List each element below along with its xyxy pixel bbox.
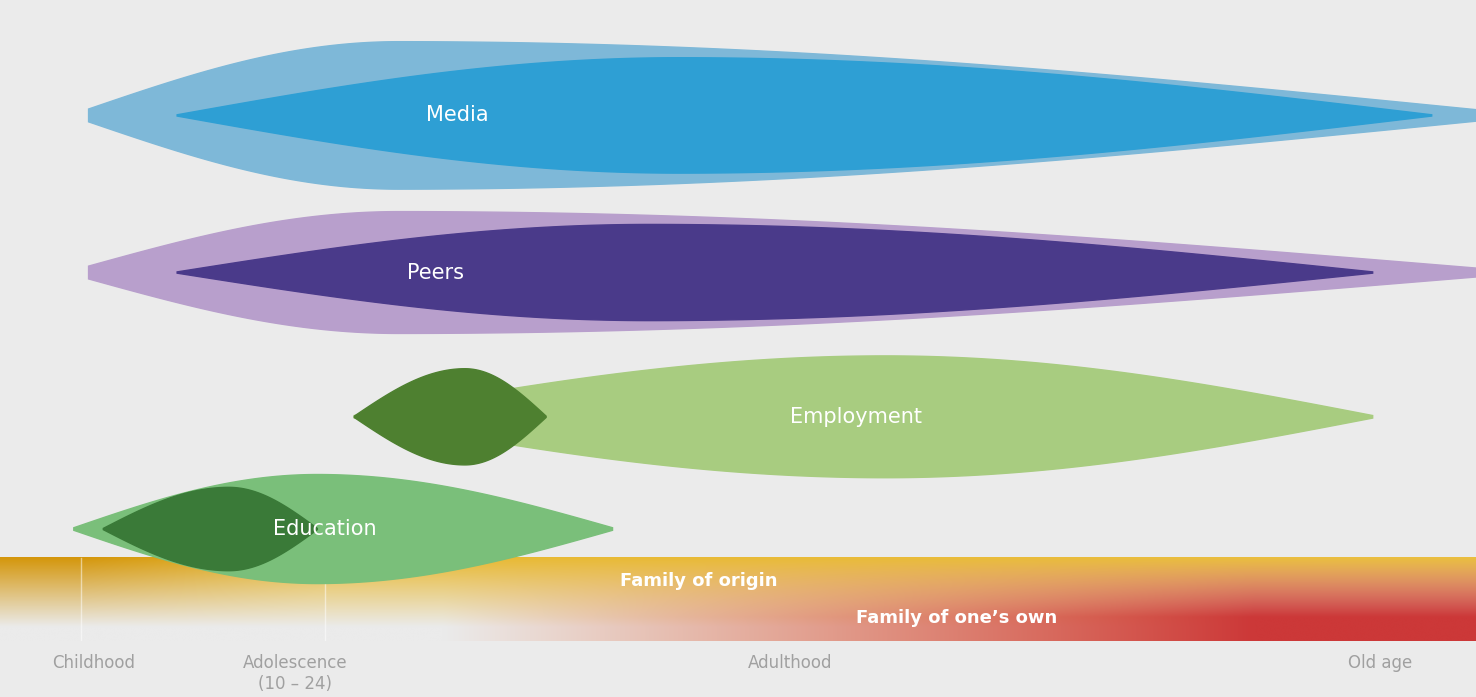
Text: Employment: Employment (790, 407, 922, 427)
Polygon shape (103, 487, 317, 571)
Text: Family of one’s own: Family of one’s own (856, 609, 1057, 627)
Polygon shape (89, 212, 1476, 333)
Polygon shape (354, 356, 1373, 477)
Text: Peers: Peers (407, 263, 463, 282)
Polygon shape (89, 42, 1476, 189)
Text: Adolescence
(10 – 24): Adolescence (10 – 24) (244, 654, 347, 693)
Polygon shape (74, 475, 613, 583)
Text: Adulthood: Adulthood (747, 654, 832, 672)
Polygon shape (177, 58, 1432, 173)
Polygon shape (177, 224, 1373, 321)
Text: Media: Media (427, 105, 489, 125)
Text: Childhood: Childhood (52, 654, 134, 672)
Polygon shape (354, 369, 546, 465)
Text: Old age: Old age (1348, 654, 1413, 672)
Text: Family of origin: Family of origin (620, 572, 778, 590)
Text: Education: Education (273, 519, 376, 539)
